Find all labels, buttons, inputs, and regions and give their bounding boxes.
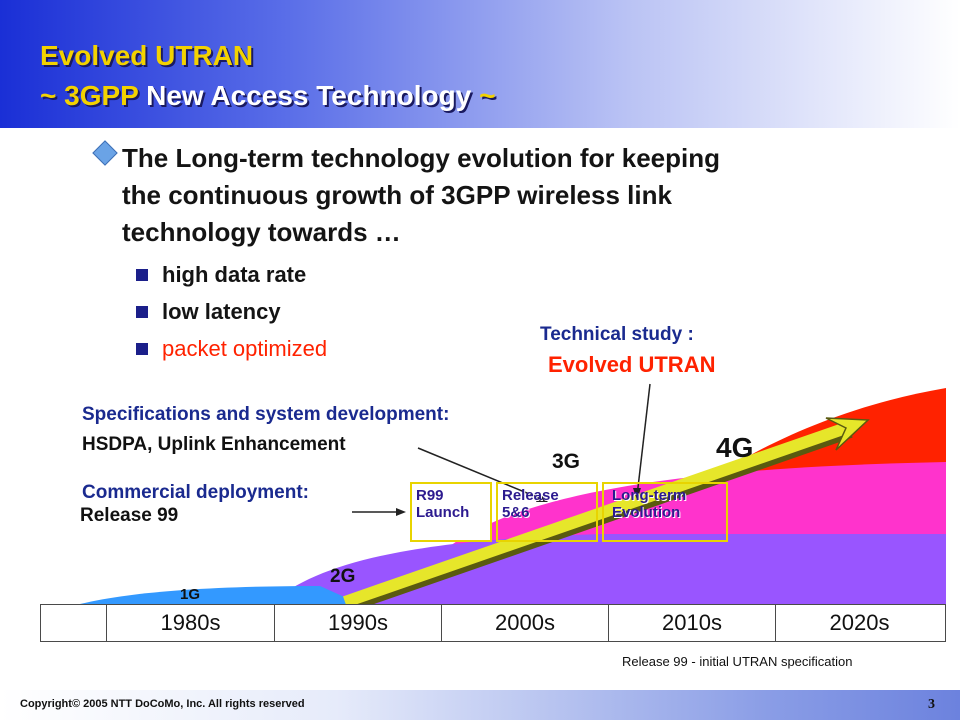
timeline-cell-2020s: 2020s xyxy=(776,605,943,641)
generation-label-3g: 3G xyxy=(552,450,581,473)
r99-launch-box: R99 Launch xyxy=(410,482,492,542)
square-bullet-icon xyxy=(136,269,148,281)
page-number: 3 xyxy=(928,697,935,712)
generation-label-4g: 4G xyxy=(716,432,754,463)
sub-bullet-text: packet optimized xyxy=(162,336,328,361)
release-56-label: Release 5&6 xyxy=(502,487,559,521)
title-line-2-suffix: ~ xyxy=(479,80,496,111)
title-line-2: ~ 3GPP New Access Technology ~ xyxy=(40,76,495,116)
timeline-cell-blank xyxy=(41,605,107,641)
copyright-text: Copyright© 2005 NTT DoCoMo, Inc. All rig… xyxy=(20,698,305,710)
2g-area xyxy=(270,534,946,604)
slide-title: Evolved UTRAN ~ 3GPP New Access Technolo… xyxy=(40,36,495,116)
timeline-cell-1980s: 1980s xyxy=(107,605,275,641)
sub-bullet-text: high data rate xyxy=(162,262,307,287)
title-line-2-prefix: ~ 3GPP xyxy=(40,80,139,111)
1g-area xyxy=(80,586,360,604)
title-line-2-accent: New Access Technology xyxy=(138,80,480,111)
long-term-evolution-box: Long-term Evolution xyxy=(602,482,728,542)
sub-bullet-text: low latency xyxy=(162,299,281,324)
spec-label: Specifications and system development: xyxy=(82,404,450,425)
spec-pointer-head xyxy=(536,494,548,502)
technical-study-pointer-head xyxy=(633,488,641,500)
technical-study-label: Technical study : xyxy=(540,324,694,345)
commercial-pointer-head xyxy=(396,508,406,516)
footer-band xyxy=(0,690,960,720)
evolution-arrow-shaft xyxy=(343,422,848,608)
r99-launch-label: R99 Launch xyxy=(416,487,470,521)
generation-label-2g: 2G xyxy=(330,566,356,587)
timeline-cell-2000s: 2000s xyxy=(442,605,609,641)
square-bullet-icon xyxy=(136,306,148,318)
spec-value: HSDPA, Uplink Enhancement xyxy=(82,434,346,455)
commercial-label: Commercial deployment: xyxy=(82,482,309,503)
header-band xyxy=(0,0,960,128)
title-line-1: Evolved UTRAN xyxy=(40,40,254,71)
square-bullet-icon xyxy=(136,343,148,355)
evolution-arrow-head xyxy=(825,417,870,451)
release-56-box: Release 5&6 xyxy=(496,482,598,542)
timeline-cell-2010s: 2010s xyxy=(609,605,776,641)
main-bullet-text: The Long-term technology evolution for k… xyxy=(122,143,721,247)
technical-study-value: Evolved UTRAN xyxy=(548,352,716,377)
spec-pointer xyxy=(417,447,545,501)
long-term-evolution-label: Long-term Evolution xyxy=(612,487,687,521)
commercial-value: Release 99 xyxy=(80,505,179,526)
technical-study-pointer xyxy=(636,383,651,497)
timeline-cell-1990s: 1990s xyxy=(275,605,442,641)
generation-label-1g: 1G xyxy=(180,586,201,603)
decade-timeline: 1980s 1990s 2000s 2010s 2020s xyxy=(40,604,946,642)
footnote: Release 99 - initial UTRAN specification xyxy=(622,654,853,669)
